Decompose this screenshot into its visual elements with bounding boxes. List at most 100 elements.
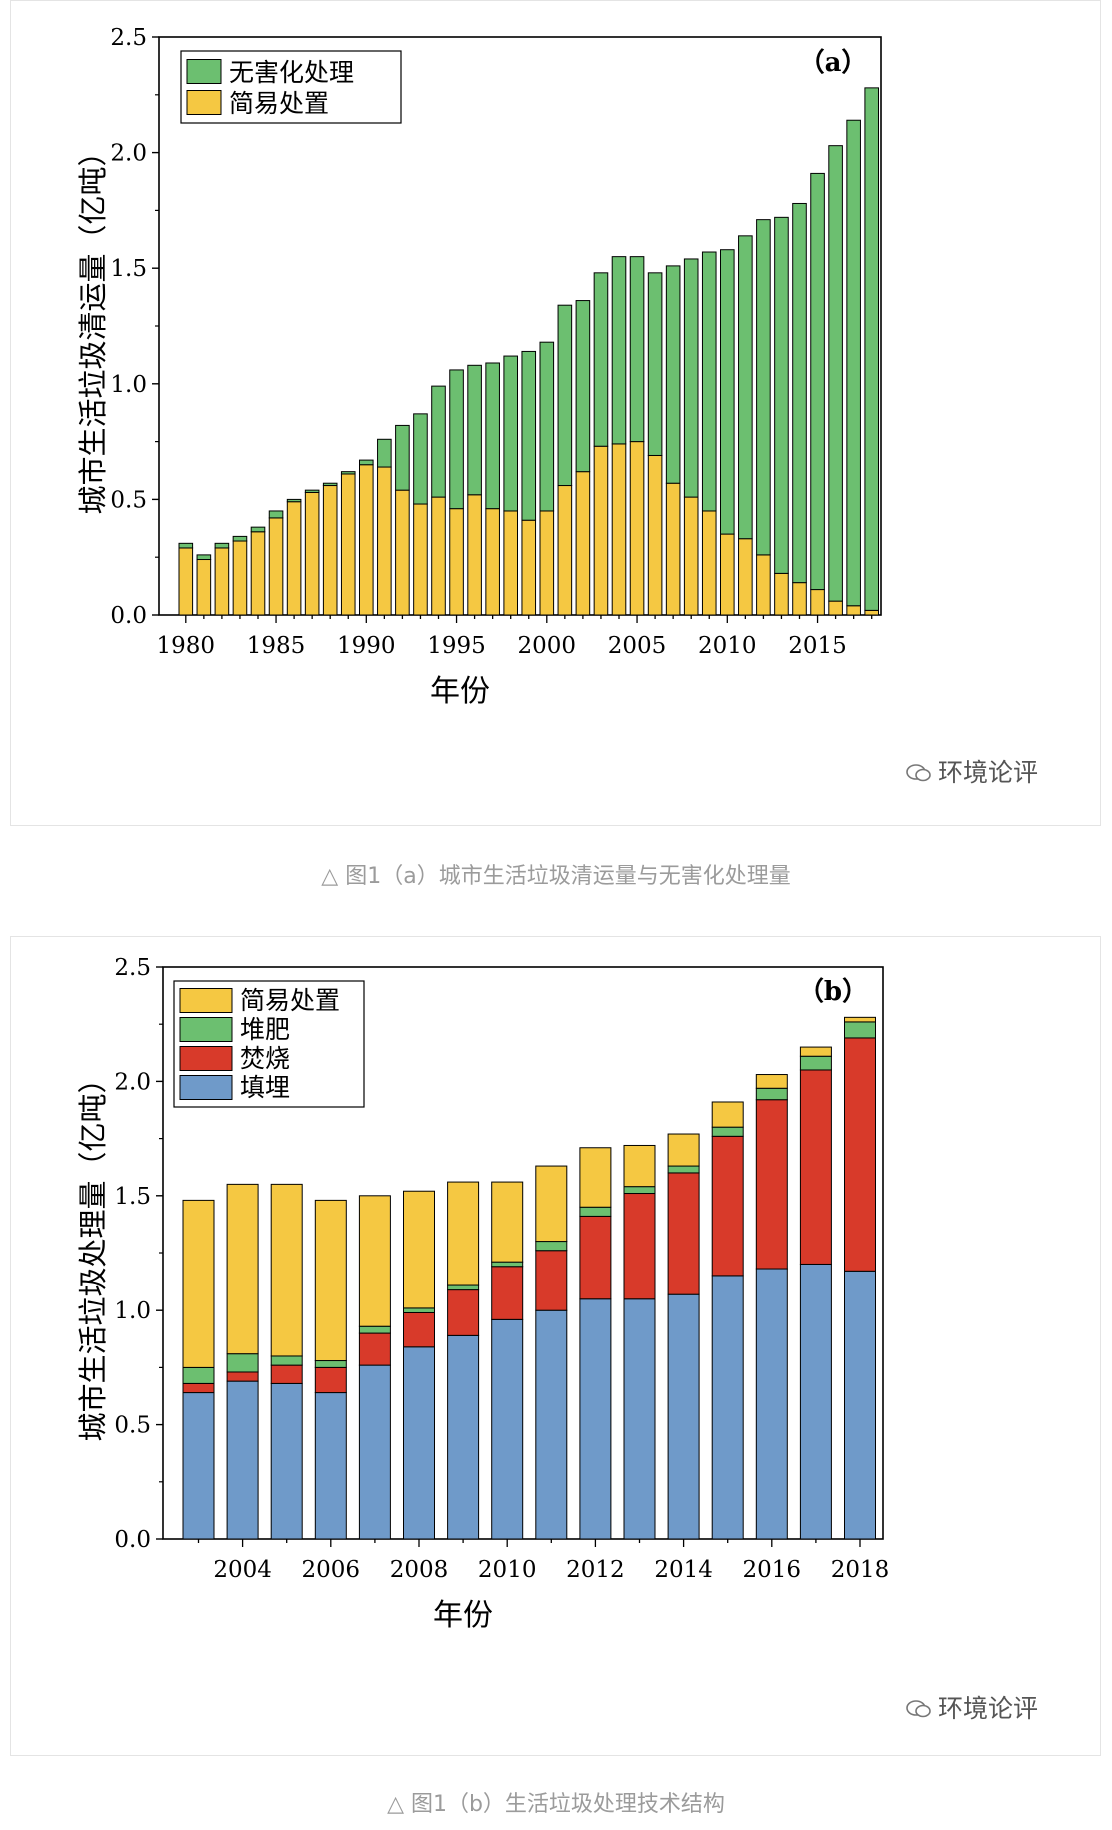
bar-simple: [377, 466, 392, 616]
watermark-text: 环境论评: [938, 1694, 1039, 1723]
bar-harmless: [322, 482, 338, 487]
bar-harmless: [178, 542, 194, 549]
watermark: 环境论评: [906, 753, 1038, 789]
bar-harmless: [647, 272, 663, 456]
bar-harmless: [756, 219, 771, 556]
bar-harmless: [738, 235, 753, 540]
plot-frame: [158, 36, 882, 616]
legend-swatch: [186, 59, 222, 84]
bar-harmless: [196, 554, 212, 561]
bar-simple: [485, 508, 500, 616]
bar-simple: [286, 501, 302, 616]
y-tick-label: 1.0: [110, 372, 147, 398]
bar-incineration: [491, 1266, 524, 1320]
bar-landfill: [844, 1270, 876, 1540]
bar-landfill: [182, 1392, 215, 1540]
bar-harmless: [250, 526, 266, 533]
x-tick-label: 1995: [427, 633, 486, 659]
y-axis-title: 城市生活垃圾处理量（亿吨）: [76, 1064, 110, 1441]
bar-compost: [844, 1021, 876, 1039]
bar-harmless: [268, 510, 284, 519]
wechat-icon: [906, 1700, 931, 1718]
bar-compost: [491, 1261, 524, 1268]
bar-simple: [828, 600, 843, 616]
bar-simple: [756, 554, 771, 616]
bar-incineration: [579, 1215, 612, 1300]
y-tick-label: 1.0: [114, 1298, 151, 1324]
legend-swatch: [179, 1046, 233, 1071]
bar-harmless: [774, 216, 789, 574]
bar-harmless: [359, 459, 374, 466]
bar-compost: [579, 1206, 612, 1217]
bar-simple: [503, 510, 518, 616]
x-tick-label: 2014: [654, 1557, 713, 1583]
bar-harmless: [810, 172, 825, 591]
bar-harmless: [575, 300, 591, 473]
chart-panel-b: 0.0 0.5 1.0 1.5 2.0 2.5 2004 2006 2008 2010 2012 20…: [10, 936, 1101, 1756]
bar-simple: [359, 464, 374, 616]
bar-simple: [196, 559, 212, 616]
bar-harmless: [485, 362, 500, 510]
bar-compost: [314, 1360, 347, 1368]
bar-harmless: [431, 385, 446, 498]
bar-harmless: [611, 256, 627, 445]
bar-incineration: [799, 1069, 832, 1265]
y-tick-label: 0.5: [110, 487, 147, 513]
y-tick-label: 0.5: [114, 1413, 151, 1439]
bar-simple: [395, 489, 410, 616]
bar-simple: [864, 609, 880, 616]
bar-incineration: [270, 1364, 303, 1384]
x-axis-title: 年份: [433, 1598, 493, 1633]
bar-landfill: [799, 1263, 832, 1540]
legend-swatch: [179, 1017, 233, 1042]
x-axis-title: 年份: [430, 674, 490, 709]
bar-landfill: [358, 1364, 391, 1540]
bar-simple: [579, 1147, 612, 1208]
bar-harmless: [629, 256, 645, 443]
legend-swatch: [179, 1075, 233, 1100]
bar-simple: [314, 1199, 347, 1362]
y-tick-label: 1.5: [114, 1184, 151, 1210]
bar-harmless: [683, 258, 699, 498]
bar-simple: [431, 496, 446, 616]
bar-harmless: [864, 87, 880, 611]
bar-harmless: [232, 535, 248, 542]
legend-label: 简易处置: [229, 89, 329, 118]
bar-landfill: [667, 1293, 700, 1540]
bar-landfill: [535, 1309, 568, 1540]
bar-simple: [792, 582, 807, 616]
bar-compost: [182, 1366, 215, 1384]
y-tick-label: 2.0: [110, 141, 147, 167]
bar-simple: [413, 503, 428, 616]
bar-incineration: [182, 1382, 215, 1394]
bar-simple: [270, 1183, 303, 1357]
bar-incineration: [226, 1371, 259, 1382]
bar-landfill: [491, 1318, 524, 1540]
y-tick-label: 2.5: [114, 955, 151, 981]
bar-harmless: [665, 265, 681, 484]
bar-simple: [623, 1144, 656, 1188]
bar-harmless: [828, 145, 843, 602]
bar-simple: [447, 1181, 480, 1286]
bar-simple: [774, 572, 789, 616]
bar-harmless: [214, 542, 230, 549]
bar-landfill: [270, 1382, 303, 1540]
bar-simple: [810, 589, 825, 616]
x-tick-label: 2006: [302, 1557, 361, 1583]
bar-simple: [182, 1199, 215, 1368]
bar-compost: [667, 1165, 700, 1174]
panel-label: （b）: [798, 977, 868, 1007]
x-tick-label: 1990: [337, 633, 396, 659]
bar-simple: [711, 1101, 744, 1128]
bar-simple: [250, 531, 266, 616]
bar-simple: [491, 1181, 524, 1263]
bar-simple: [340, 473, 356, 616]
x-tick-label: 2004: [213, 1557, 272, 1583]
x-tick-label: 1985: [247, 633, 306, 659]
bar-incineration: [535, 1250, 568, 1311]
x-tick-label: 2010: [478, 1557, 537, 1583]
x-tick-label: 1980: [157, 633, 216, 659]
bar-harmless: [539, 341, 555, 512]
bar-simple: [535, 1165, 568, 1243]
bar-compost: [358, 1325, 391, 1334]
